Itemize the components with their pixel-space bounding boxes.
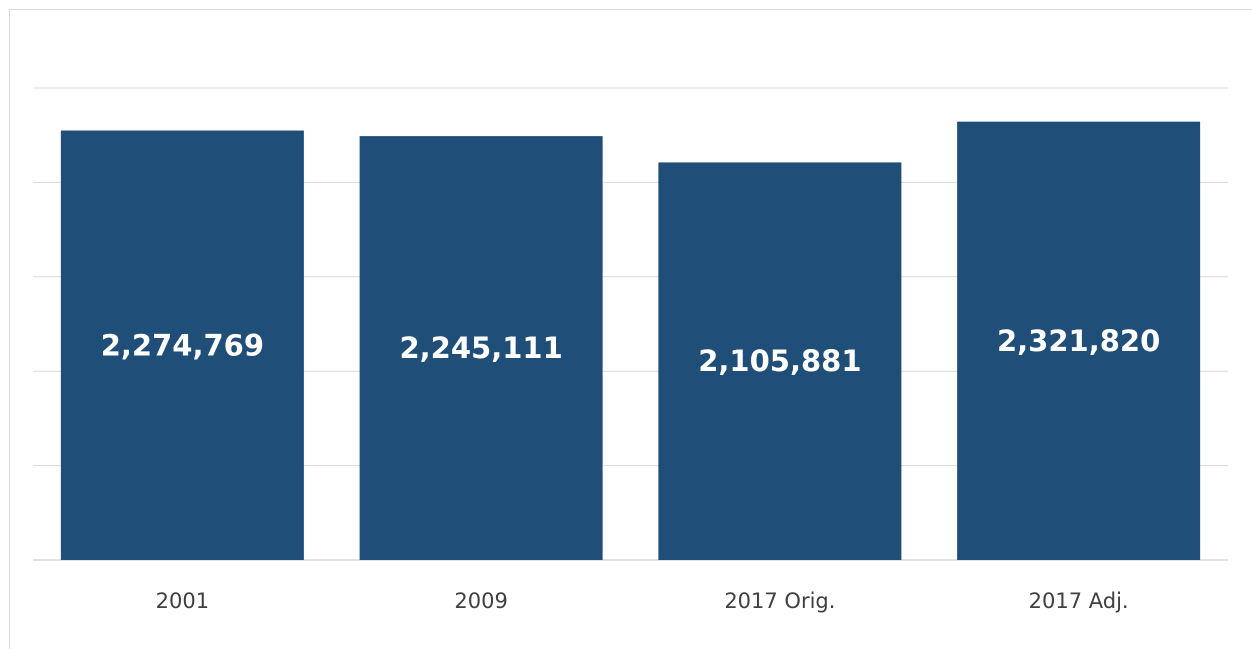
bar-3: [957, 121, 1201, 560]
data-label-2: 2,105,881: [698, 344, 861, 378]
category-label-2: 2017 Orig.: [724, 589, 835, 613]
data-labels: 2,274,769 2,245,111 2,105,881 2,321,820: [101, 324, 1161, 378]
bar-2: [658, 162, 902, 560]
chart-frame: [9, 9, 1252, 649]
data-label-1: 2,245,111: [399, 331, 562, 365]
data-label-0: 2,274,769: [101, 328, 264, 362]
category-axis: 2001 2009 2017 Orig. 2017 Adj.: [156, 589, 1129, 613]
category-label-1: 2009: [454, 589, 507, 613]
bar-1: [359, 136, 603, 560]
data-label-3: 2,321,820: [997, 324, 1160, 358]
category-label-0: 2001: [156, 589, 209, 613]
category-label-3: 2017 Adj.: [1029, 589, 1129, 613]
bar-0: [60, 130, 304, 560]
bars: [60, 121, 1201, 560]
